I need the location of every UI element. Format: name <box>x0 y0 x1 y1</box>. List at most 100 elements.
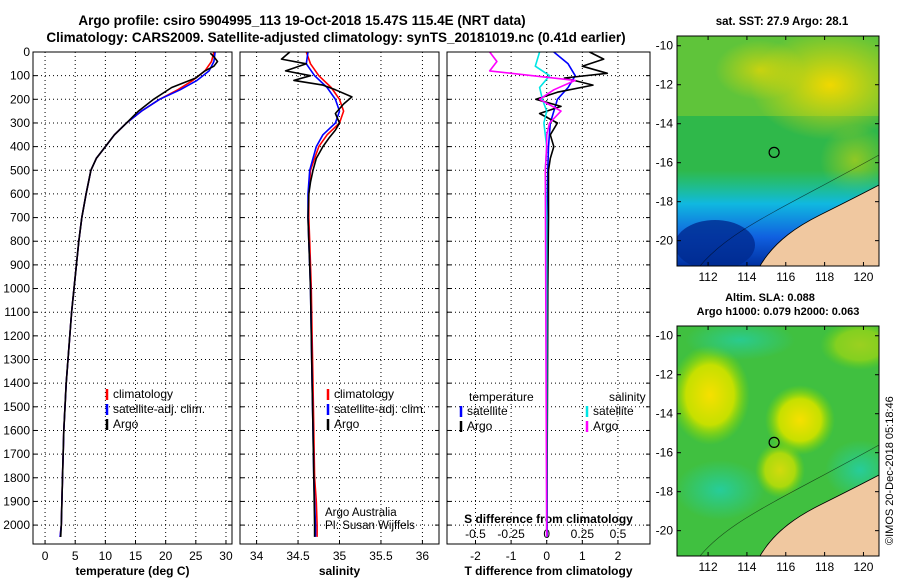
x-tick-label: 0 <box>42 549 49 563</box>
series-S-satellite <box>534 51 551 537</box>
australia-coast <box>760 475 879 556</box>
x-tick-label: -2 <box>470 549 481 563</box>
difference-profile-panel: -2 -1 0 1 2-0.5 -0.25 0 0.25 0.5S difference fro… <box>446 51 651 578</box>
sst-map-title: sat. SST: 27.9 Argo: 28.1 <box>716 16 849 28</box>
y-tick-label: 600 <box>10 187 30 201</box>
credit-annotation: Argo Australia <box>325 507 397 519</box>
y-tick-label: 700 <box>10 211 30 225</box>
x-tick-label: 35.5 <box>369 549 393 563</box>
map-y-tick-label: -20 <box>656 524 674 538</box>
x-axis-label: temperature (deg C) <box>75 564 189 578</box>
argo-float-marker <box>768 146 780 158</box>
x-tick-label: 2 <box>615 549 622 563</box>
series-T-argo <box>535 51 609 537</box>
map-x-tick-label: 120 <box>853 270 873 284</box>
x-tick-label: 36 <box>416 549 430 563</box>
sla-map-title: Altim. SLA: 0.088 <box>725 292 815 304</box>
argo-float-marker <box>768 436 780 448</box>
x-tick-label: 25 <box>189 549 203 563</box>
map-y-tick-label: -14 <box>656 117 674 131</box>
x-tick-label: 0 <box>543 549 550 563</box>
legend-title: salinity <box>609 390 646 404</box>
sst-map: sat. SST: 27.9 Argo: 28.1 112 114 116 118 12… <box>656 16 880 284</box>
series-climatology <box>59 51 215 537</box>
map-x-tick-label: 116 <box>776 270 795 284</box>
y-tick-label: 500 <box>10 163 30 177</box>
map-x-tick-label: 114 <box>737 270 756 284</box>
legend-entry: Argo <box>334 417 360 431</box>
legend-entry: satellite <box>593 404 634 418</box>
x-tick-label: 34 <box>250 549 264 563</box>
y-tick-label: 1700 <box>3 447 30 461</box>
y-tick-label: 2000 <box>3 518 30 532</box>
sla-map-subtitle: Argo h1000: 0.079 h2000: 0.063 <box>697 306 860 318</box>
plot-frame <box>32 51 233 545</box>
legend-entry: Argo <box>113 417 139 431</box>
x2-axis-label: S difference from climatology <box>464 512 633 526</box>
map-x-tick-label: 116 <box>776 560 795 574</box>
x-axis-label: T difference from climatology <box>464 564 632 578</box>
credit-annotation: PI: Susan Wijffels <box>325 520 415 532</box>
map-y-tick-label: -10 <box>656 329 674 343</box>
sla-map: Altim. SLA: 0.088 Argo h1000: 0.079 h200… <box>656 292 880 574</box>
series-satellite-adj-clim- <box>59 51 216 537</box>
series-argo <box>59 52 219 537</box>
x-tick-label: 15 <box>129 549 143 563</box>
plot-frame <box>239 51 440 545</box>
legend-entry: climatology <box>334 387 394 401</box>
x-tick-label: 10 <box>99 549 113 563</box>
map-x-tick-label: 114 <box>737 560 756 574</box>
map-x-tick-label: 118 <box>815 560 834 574</box>
map-y-tick-label: -10 <box>656 39 674 53</box>
y-tick-label: 1400 <box>3 376 30 390</box>
figure-title-line1: Argo profile: csiro 5904995_113 19-Oct-2… <box>78 13 525 28</box>
map-frame <box>676 35 880 267</box>
legend-entry: Argo <box>467 419 493 433</box>
legend-title: temperature <box>469 390 534 404</box>
y-tick-label: 0 <box>23 45 30 59</box>
x2-tick-label: -0.5 <box>465 527 486 541</box>
imos-credit: ©IMOS 20-Dec-2018 05:18:46 <box>884 396 896 545</box>
x-tick-label: 35 <box>333 549 347 563</box>
x-tick-label: 30 <box>219 549 233 563</box>
x2-tick-label: -0.25 <box>497 527 525 541</box>
legend-entry: Argo <box>593 419 619 433</box>
y-tick-label: 1100 <box>4 305 30 319</box>
map-y-tick-label: -14 <box>656 407 674 421</box>
plot-frame <box>446 51 651 545</box>
legend-entry: satellite <box>467 404 508 418</box>
y-tick-label: 1900 <box>3 494 30 508</box>
x-tick-label: -1 <box>506 549 517 563</box>
y-tick-label: 1500 <box>3 400 30 414</box>
x-tick-label: 1 <box>579 549 586 563</box>
map-y-tick-label: -12 <box>656 368 674 382</box>
temperature-profile-panel: 0100200300400500600700800900100011001200… <box>3 45 233 578</box>
series-argo <box>280 51 353 537</box>
map-y-tick-label: -18 <box>656 485 674 499</box>
y-tick-label: 300 <box>10 116 30 130</box>
map-x-tick-label: 118 <box>815 270 834 284</box>
x2-tick-label: 0.5 <box>610 527 627 541</box>
y-tick-label: 1600 <box>3 423 30 437</box>
y-tick-label: 1200 <box>3 329 30 343</box>
figure-title-line2: Climatology: CARS2009. Satellite-adjuste… <box>46 30 625 45</box>
x-tick-label: 20 <box>159 549 173 563</box>
map-y-tick-label: -12 <box>656 78 674 92</box>
x2-tick-label: 0.25 <box>571 527 595 541</box>
y-tick-label: 1300 <box>3 353 30 367</box>
series-T-satellite <box>546 51 577 537</box>
map-y-tick-label: -18 <box>656 195 674 209</box>
legend-entry: climatology <box>113 387 173 401</box>
y-tick-label: 400 <box>10 140 30 154</box>
bathymetry-contour <box>699 154 879 266</box>
map-x-tick-label: 112 <box>699 270 718 284</box>
map-y-tick-label: -20 <box>656 234 674 248</box>
australia-coast <box>760 185 879 266</box>
y-tick-label: 800 <box>10 234 30 248</box>
y-tick-label: 100 <box>10 69 30 83</box>
x-axis-label: salinity <box>319 564 361 578</box>
salinity-profile-panel: 34 34.5 35 35.5 36 salinity climatologysatelli… <box>239 51 440 578</box>
map-frame <box>676 325 880 557</box>
legend-entry: satellite-adj. clim. <box>113 402 205 416</box>
